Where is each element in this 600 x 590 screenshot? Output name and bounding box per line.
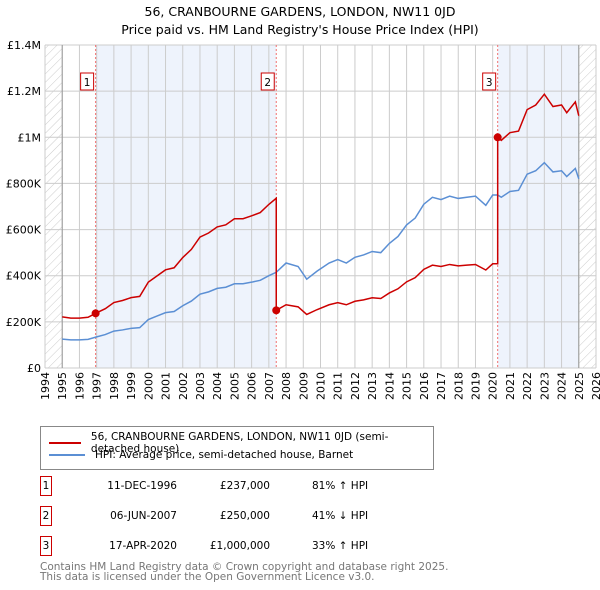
sale-hpi-diff: 81% ↑ HPI [312,480,369,492]
legend-swatch-red [49,442,81,444]
price-chart: £0 £200K £400K £600K £800K £1M £1.2M £1.4M 1994 1… [6,39,600,400]
legend-item-property: 56, CRANBOURNE GARDENS, LONDON, NW11 0JD… [49,431,433,455]
legend-item-hpi: HPI: Average price, semi-detached house,… [49,449,353,461]
y-tick-label: £600K [6,224,42,237]
x-tick-label: 2017 [435,372,448,400]
y-tick-label: £400K [6,270,42,283]
x-tick-label: 2016 [418,372,431,400]
x-tick-label: 2010 [315,372,328,400]
chart-subtitle: Price paid vs. HM Land Registry's House … [121,22,479,37]
sale-label-box [80,72,95,91]
x-tick-label: 2000 [142,372,155,400]
sale-price: £237,000 [219,480,270,492]
sale-point [272,306,281,315]
x-tick-label: 2009 [297,372,310,400]
x-tick-label: 2019 [469,372,482,400]
x-tick-label: 1994 [39,372,52,400]
x-tick-label: 2014 [383,372,396,400]
x-tick-label: 2008 [280,372,293,400]
no-data-region-left [45,45,63,368]
x-tick-label: 1995 [56,372,69,400]
sale-label: 1 [84,77,91,89]
y-tick-label: £1.4M [7,39,41,52]
footer-licence: This data is licensed under the Open Gov… [40,571,375,583]
sale-point [493,133,502,142]
x-tick-label: 1998 [108,372,121,400]
legend-label: HPI: Average price, semi-detached house,… [95,449,354,461]
footer-copyright: Contains HM Land Registry data © Crown c… [40,561,449,573]
x-tick-label: 2018 [452,372,465,400]
sale-row: 2 06-JUN-2007 £250,000 41% ↓ HPI [40,506,440,526]
y-tick-label: £200K [6,316,42,329]
no-data-region-right [578,45,596,368]
x-tick-label: 2025 [573,372,586,400]
ownership-period-shade [95,45,277,368]
sale-point [91,309,100,318]
sale-price: £1,000,000 [209,540,270,552]
sale-label-box [260,72,275,91]
chart-title: 56, CRANBOURNE GARDENS, LONDON, NW11 0JD [144,4,456,19]
y-tick-label: £800K [6,177,42,190]
x-tick-label: 2012 [349,372,362,400]
sale-row: 1 11-DEC-1996 £237,000 81% ↑ HPI [40,476,440,496]
x-tick-label: 1999 [125,372,138,400]
x-tick-label: 2007 [263,372,276,400]
sale-date: 17-APR-2020 [109,540,177,552]
legend-label: 56, CRANBOURNE GARDENS, LONDON, NW11 0JD… [90,431,389,455]
x-tick-label: 2005 [228,372,241,400]
x-tick-label: 2004 [211,372,224,400]
legend-swatch-blue [49,454,85,456]
y-tick-label: £0 [27,362,41,375]
sale-date: 06-JUN-2007 [110,510,177,522]
x-tick-label: 2020 [487,372,500,400]
x-tick-label: 2023 [538,372,551,400]
x-tick-label: 2026 [590,372,600,400]
sale-date: 11-DEC-1996 [107,480,177,492]
x-tick-label: 2001 [160,372,173,400]
hpi-line [62,161,580,341]
x-tick-label: 2024 [556,372,569,400]
x-tick-label: 2022 [521,372,534,400]
sale-label: 2 [264,77,271,89]
x-tick-label: 1997 [91,372,104,400]
sale-marker: 2 [40,506,52,526]
sale-marker: 3 [40,536,52,556]
footer: Contains HM Land Registry data © Crown c… [40,561,449,583]
x-tick-label: 2003 [194,372,207,400]
sale-label-box [482,72,497,91]
x-tick-label: 2006 [246,372,259,400]
ownership-period-shade [497,45,579,368]
x-tick-label: 1996 [73,372,86,400]
sale-hpi-diff: 33% ↑ HPI [312,540,369,552]
y-tick-label: £1M [18,131,42,144]
sale-row: 3 17-APR-2020 £1,000,000 33% ↑ HPI [40,536,440,556]
sale-hpi-diff: 41% ↓ HPI [312,510,369,522]
x-tick-label: 2013 [366,372,379,400]
x-tick-label: 2002 [177,372,190,400]
sale-marker: 1 [40,476,52,496]
sale-price: £250,000 [219,510,270,522]
y-tick-label: £1.2M [7,85,41,98]
x-tick-label: 2011 [332,372,345,400]
sale-label: 3 [486,77,493,89]
legend: 56, CRANBOURNE GARDENS, LONDON, NW11 0JD… [40,426,434,470]
x-tick-label: 2015 [401,372,414,400]
x-tick-label: 2021 [504,372,517,400]
